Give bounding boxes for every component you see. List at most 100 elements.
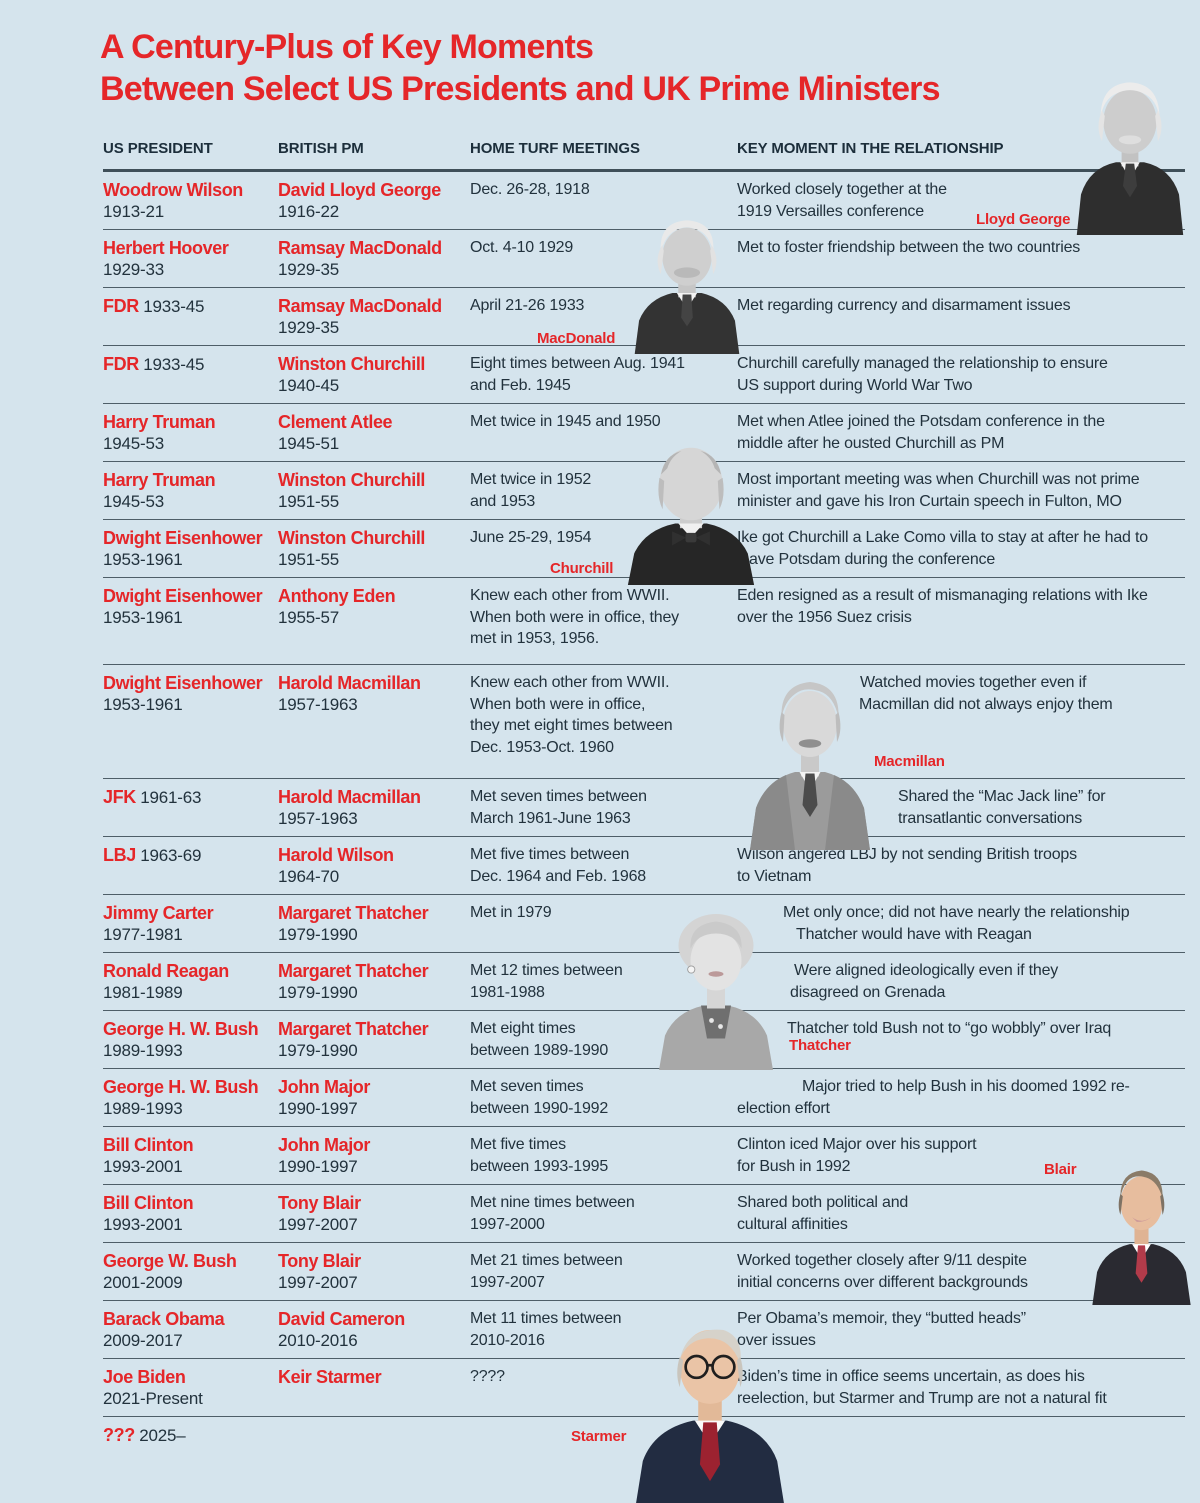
president-years: 1953-1961 bbox=[103, 608, 183, 627]
column-header-key-moment: KEY MOMENT IN THE RELATIONSHIP bbox=[737, 140, 1004, 157]
meetings-line: Met five times bbox=[470, 1136, 566, 1153]
british-pm-cell: David Cameron 2010-2016 bbox=[278, 1308, 470, 1358]
us-president-cell: George W. Bush 2001-2009 bbox=[103, 1250, 278, 1300]
president-name: Dwight Eisenhower bbox=[103, 586, 263, 606]
meetings-line: Met 21 times between bbox=[470, 1252, 623, 1269]
table-row: Herbert Hoover 1929-33 Ramsay MacDonald 192… bbox=[103, 230, 1185, 288]
column-header-us-president: US PRESIDENT bbox=[103, 140, 213, 157]
meetings-cell: Eight times between Aug. 1941 and Feb. 19… bbox=[470, 353, 737, 403]
british-pm-cell: David Lloyd George 1916-22 bbox=[278, 179, 470, 229]
key-moment-cell: Worked together closely after 9/11 despi… bbox=[737, 1250, 1185, 1300]
president-years: 2025– bbox=[139, 1426, 186, 1445]
key-moment-cell: Wilson angered LBJ by not sending Britis… bbox=[737, 844, 1185, 894]
table-row: Bill Clinton 1993-2001 John Major 1990-1997… bbox=[103, 1127, 1185, 1185]
key-moment-cell: Thatcher told Bush not to “go wobbly” ov… bbox=[737, 1018, 1185, 1068]
meetings-cell: Met seven times between 1990-1992 bbox=[470, 1076, 737, 1126]
key-moment-line: Worked closely together at the bbox=[737, 181, 947, 198]
key-moment-line: Ike got Churchill a Lake Como villa to s… bbox=[737, 529, 1148, 546]
president-years: 1977-1981 bbox=[103, 925, 183, 944]
key-moment-line: 1919 Versailles conference bbox=[737, 202, 924, 220]
president-name: Barack Obama bbox=[103, 1309, 225, 1329]
key-moment-line: US support during World War Two bbox=[737, 376, 973, 394]
pm-name: Margaret Thatcher bbox=[278, 903, 429, 923]
key-moment-line: cultural affinities bbox=[737, 1215, 848, 1233]
table-row: Dwight Eisenhower 1953-1961 Anthony Eden 19… bbox=[103, 578, 1185, 665]
table-row: Bill Clinton 1993-2001 Tony Blair 1997-2007… bbox=[103, 1185, 1185, 1243]
pm-years: 1979-1990 bbox=[278, 925, 358, 944]
meetings-line: Met in 1979 bbox=[470, 904, 552, 921]
key-moment-line: disagreed on Grenada bbox=[790, 983, 946, 1001]
meetings-line: between 1989-1990 bbox=[470, 1041, 609, 1059]
meetings-cell: Met 21 times between 1997-2007 bbox=[470, 1250, 737, 1300]
meetings-line: ???? bbox=[470, 1368, 505, 1385]
meetings-cell: Oct. 4-10 1929 bbox=[470, 237, 737, 287]
meetings-line: Met twice in 1952 bbox=[470, 471, 592, 488]
pm-years: 1997-2007 bbox=[278, 1215, 358, 1234]
key-moment-line: Wilson angered LBJ by not sending Britis… bbox=[737, 846, 1077, 863]
pm-name: Ramsay MacDonald bbox=[278, 238, 442, 258]
pm-name: John Major bbox=[278, 1135, 371, 1155]
key-moment-cell: Eden resigned as a result of mismanaging… bbox=[737, 585, 1185, 664]
table-row: Dwight Eisenhower 1953-1961 Winston Church… bbox=[103, 520, 1185, 578]
meetings-cell: Met 11 times between 2010-2016 bbox=[470, 1308, 737, 1358]
british-pm-cell: Harold Macmillan 1957-1963 bbox=[278, 672, 470, 778]
british-pm-cell: Tony Blair 1997-2007 bbox=[278, 1192, 470, 1242]
us-president-cell: Herbert Hoover 1929-33 bbox=[103, 237, 278, 287]
table-row: FDR 1933-45 Ramsay MacDonald 1929-35 April … bbox=[103, 288, 1185, 346]
meetings-cell: Met nine times between 1997-2000 bbox=[470, 1192, 737, 1242]
president-name: George H. W. Bush bbox=[103, 1077, 259, 1097]
president-years: 2009-2017 bbox=[103, 1331, 183, 1350]
pm-name: Margaret Thatcher bbox=[278, 961, 429, 981]
pm-years: 1979-1990 bbox=[278, 1041, 358, 1060]
pm-years: 1929-35 bbox=[278, 318, 339, 337]
us-president-cell: Harry Truman 1945-53 bbox=[103, 411, 278, 461]
key-moment-cell: Met regarding currency and disarmament i… bbox=[737, 295, 1185, 345]
table-row: FDR 1933-45 Winston Churchill 1940-45 Eight… bbox=[103, 346, 1185, 404]
pm-years: 1951-55 bbox=[278, 550, 339, 569]
pm-name: Harold Wilson bbox=[278, 845, 394, 865]
meetings-line: Met five times between bbox=[470, 846, 630, 863]
pm-years: 1929-35 bbox=[278, 260, 339, 279]
key-moment-line: Biden’s time in office seems uncertain, … bbox=[737, 1368, 1085, 1385]
us-president-cell: Woodrow Wilson 1913-21 bbox=[103, 179, 278, 229]
president-years: 2001-2009 bbox=[103, 1273, 183, 1292]
table-row: ??? 2025– bbox=[103, 1417, 1185, 1461]
president-years: 1933-45 bbox=[143, 355, 205, 374]
pm-name: Tony Blair bbox=[278, 1251, 361, 1271]
table-row: Jimmy Carter 1977-1981 Margaret Thatcher 19… bbox=[103, 895, 1185, 953]
us-president-cell: George H. W. Bush 1989-1993 bbox=[103, 1018, 278, 1068]
meetings-line: 1981-1988 bbox=[470, 983, 545, 1001]
key-moment-line: election effort bbox=[737, 1099, 830, 1117]
key-moment-cell: Churchill carefully managed the relation… bbox=[737, 353, 1185, 403]
key-moment-line: leave Potsdam during the conference bbox=[737, 550, 996, 568]
president-name: LBJ bbox=[103, 845, 136, 865]
table-row: George W. Bush 2001-2009 Tony Blair 1997-20… bbox=[103, 1243, 1185, 1301]
table-header: US PRESIDENT BRITISH PM HOME TURF MEETIN… bbox=[103, 140, 1185, 172]
meetings-line: Met eight times bbox=[470, 1020, 576, 1037]
president-years: 1913-21 bbox=[103, 202, 164, 221]
president-name-line: FDR 1933-45 bbox=[103, 353, 278, 376]
table-row: Joe Biden 2021-Present Keir Starmer???? Bid… bbox=[103, 1359, 1185, 1417]
meetings-line: Met 11 times between bbox=[470, 1310, 622, 1327]
pm-name: Margaret Thatcher bbox=[278, 1019, 429, 1039]
president-name: Joe Biden bbox=[103, 1367, 186, 1387]
key-moment-line: Were aligned ideologically even if they bbox=[794, 962, 1059, 979]
meetings-line: Knew each other from WWII. bbox=[470, 587, 670, 604]
key-moment-line: reelection, but Starmer and Trump are no… bbox=[737, 1389, 1107, 1407]
president-years: 1945-53 bbox=[103, 434, 164, 453]
key-moment-cell: Shared both political and cultural affini… bbox=[737, 1192, 1185, 1242]
key-moment-line: Most important meeting was when Churchil… bbox=[737, 471, 1140, 488]
british-pm-cell: Margaret Thatcher 1979-1990 bbox=[278, 902, 470, 952]
pm-years: 1990-1997 bbox=[278, 1157, 358, 1176]
meetings-line: April 21-26 1933 bbox=[470, 297, 585, 314]
key-moment-line: minister and gave his Iron Curtain speec… bbox=[737, 492, 1122, 510]
meetings-cell: Knew each other from WWII. When both were… bbox=[470, 672, 737, 778]
meetings-line: between 1993-1995 bbox=[470, 1157, 609, 1175]
pm-name: Anthony Eden bbox=[278, 586, 396, 606]
key-moment-cell: Shared the “Mac Jack line” for transatlan… bbox=[737, 786, 1185, 836]
key-moment-cell: Major tried to help Bush in his doomed 1… bbox=[737, 1076, 1185, 1126]
british-pm-cell: Ramsay MacDonald 1929-35 bbox=[278, 237, 470, 287]
us-president-cell: Dwight Eisenhower 1953-1961 bbox=[103, 585, 278, 664]
meetings-line: Met 12 times between bbox=[470, 962, 623, 979]
president-name-line: ??? 2025– bbox=[103, 1424, 278, 1447]
